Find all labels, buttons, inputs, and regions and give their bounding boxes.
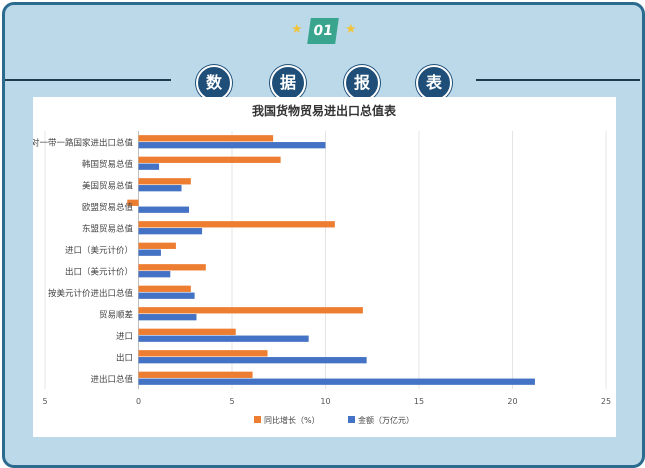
section-char-1: 数 (196, 65, 232, 101)
category-label: 韩国贸易总值 (82, 159, 134, 170)
star-icon-right: ★ (345, 22, 357, 37)
bar-amount (138, 206, 189, 213)
section-number-badge: 01 (307, 18, 339, 44)
bar-growth (138, 328, 236, 335)
x-tick-label: 10 (320, 397, 330, 406)
category-label: 进出口总值 (90, 374, 133, 385)
legend-swatch (254, 416, 261, 423)
section-char-2: 据 (270, 65, 306, 101)
bar-growth (138, 307, 363, 314)
x-tick-label: 5 (229, 397, 234, 406)
bar-growth (138, 264, 206, 271)
section-char-4: 表 (416, 65, 452, 101)
star-icon-left: ★ (291, 22, 303, 37)
bar-growth (127, 199, 139, 206)
bar-growth (138, 178, 191, 185)
category-label: 出口（美元计价） (65, 266, 133, 277)
bar-amount (138, 314, 197, 321)
category-label: 按美元计价进出口总值 (48, 288, 134, 299)
legend-label: 同比增长（%） (264, 415, 320, 425)
legend-swatch (348, 416, 355, 423)
bar-amount (138, 292, 195, 299)
bar-amount (138, 335, 309, 342)
bar-amount (138, 185, 182, 192)
x-tick-label: 5 (42, 397, 47, 406)
bar-growth (138, 350, 268, 357)
chart-title: 我国货物贸易进出口总值表 (252, 103, 397, 118)
bar-growth (138, 135, 274, 142)
x-tick-label: 0 (136, 397, 141, 406)
bar-growth (138, 371, 253, 378)
bar-amount (138, 271, 171, 278)
bar-growth (138, 242, 176, 249)
bar-growth (138, 221, 335, 228)
bar-amount (138, 163, 160, 170)
category-label: 进口（美元计价） (65, 245, 133, 256)
legend-label: 金额（万亿元） (358, 415, 414, 425)
category-label: 出口 (116, 352, 133, 363)
chart-panel: 我国货物贸易进出口总值表 对一带一路国家进出口总值韩国贸易总值 美国贸易总值 欧盟贸… (31, 97, 616, 437)
bar-amount (138, 249, 161, 256)
x-tick-label: 20 (507, 397, 517, 406)
category-label: 美国贸易总值 (82, 180, 134, 191)
bar-growth (138, 285, 191, 292)
bar-amount (138, 357, 367, 364)
category-label: 对一带一路国家进出口总值 (33, 137, 133, 148)
bar-growth (138, 156, 281, 163)
category-label: 进口 (116, 332, 133, 342)
category-label: 欧盟贸易总值 (82, 202, 134, 213)
divider-right (476, 79, 640, 81)
bar-amount (138, 228, 203, 235)
category-label: 贸易顺差 (99, 309, 133, 320)
bar-chart: 我国货物贸易进出口总值表 对一带一路国家进出口总值韩国贸易总值美国贸易总值欧盟贸… (31, 103, 611, 425)
category-label: 东盟贸易总值 (82, 223, 134, 234)
section-char-3: 报 (344, 65, 380, 101)
x-tick-label: 25 (601, 397, 611, 406)
bar-amount (138, 378, 535, 385)
x-tick-label: 15 (414, 397, 424, 406)
divider-left (5, 79, 171, 81)
bar-amount (138, 142, 326, 149)
